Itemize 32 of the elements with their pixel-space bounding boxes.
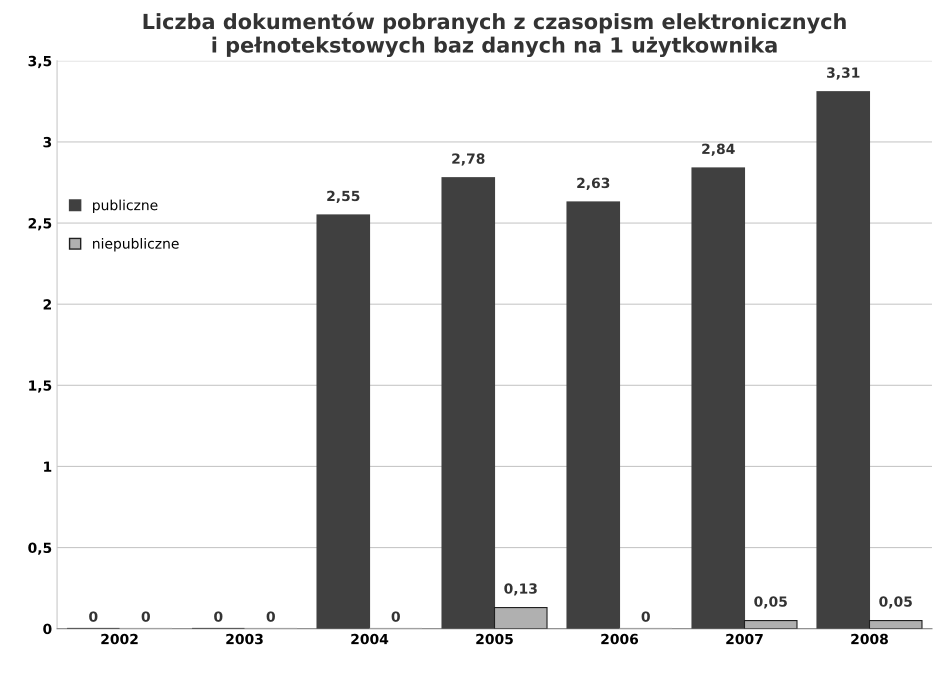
y-tick-label: 1,5 [29, 380, 52, 393]
data-label: 0 [642, 611, 650, 622]
y-tick-label: 1 [44, 462, 52, 472]
x-tick-label: 2008 [851, 634, 888, 644]
data-label: 3,31 [827, 67, 860, 80]
data-label: 2,63 [577, 178, 610, 190]
chart-title: Liczba dokumentów pobranych z czasopism elektronicznych i pełnotekstowych baz danych na 1 użytkownika [144, 12, 846, 57]
legend-label: publiczne [93, 200, 158, 214]
data-label: 2,84 [702, 144, 735, 156]
data-label: 0 [266, 611, 275, 622]
data-label: 0,05 [879, 596, 912, 609]
x-tick-label: 2004 [351, 634, 388, 644]
y-tick-label: 0,5 [28, 542, 52, 555]
data-label: 0,13 [504, 583, 537, 596]
legend-label: niepubliczne [93, 238, 179, 252]
data-label: 2,55 [327, 190, 360, 203]
x-tick-label: 2006 [601, 634, 638, 644]
data-label: 0,05 [754, 596, 787, 609]
x-tick-label: 2005 [476, 634, 513, 644]
x-tick-label: 2007 [726, 634, 763, 644]
data-label: 0 [392, 611, 400, 622]
x-tick-label: 2003 [226, 634, 263, 644]
x-tick-label: 2002 [101, 634, 138, 644]
data-label: 2,78 [452, 153, 485, 166]
y-tick-label: 2,5 [28, 218, 52, 230]
y-tick-label: 0 [43, 624, 52, 634]
data-label: 0 [142, 611, 150, 622]
data-label: 0 [214, 611, 222, 622]
y-tick-label: 3 [43, 136, 52, 148]
y-tick-label: 2 [44, 299, 51, 310]
y-tick-label: 3,5 [28, 56, 52, 68]
data-label: 0 [89, 611, 98, 622]
